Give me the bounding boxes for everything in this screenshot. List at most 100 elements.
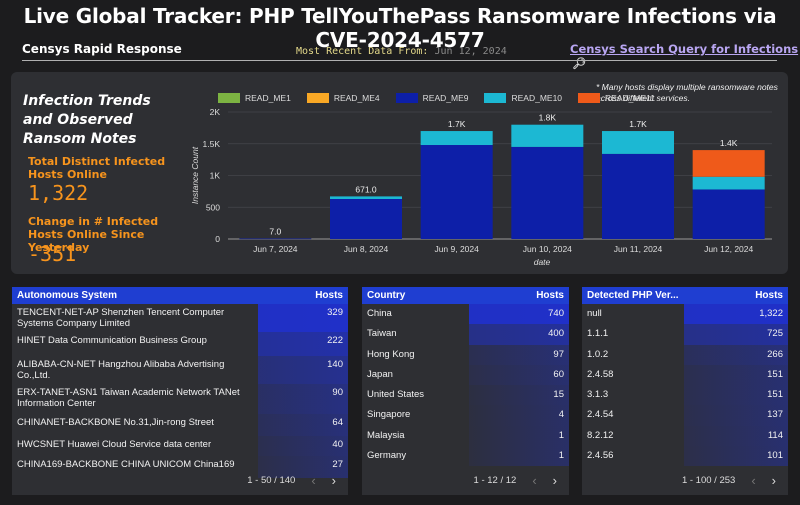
table-row[interactable]: TENCENT-NET-AP Shenzhen Tencent Computer… — [12, 304, 348, 332]
row-name: Germany — [367, 450, 407, 462]
header-hosts-label[interactable]: Hosts — [315, 290, 343, 301]
table-row[interactable]: 8.2.12 114 — [582, 425, 788, 447]
header-name-label[interactable]: Country — [367, 290, 406, 301]
value-bar — [469, 446, 569, 467]
row-value: 151 — [767, 368, 783, 380]
country-table: Country Hosts China 740 Taiwan 400 Hong Kong 97… — [362, 287, 569, 495]
row-name: Taiwan — [367, 328, 397, 340]
value-bar — [469, 304, 569, 325]
bar-read_me9 — [692, 189, 765, 239]
y-tick-label: 1.5K — [203, 139, 221, 149]
x-tick-label: Jun 11, 2024 — [614, 244, 663, 254]
table-header: Detected PHP Ver... Hosts — [582, 287, 788, 304]
value-bar — [684, 446, 788, 467]
prev-page-icon[interactable]: ‹ — [532, 473, 537, 488]
table-row[interactable]: Japan 60 — [362, 364, 569, 386]
table-row[interactable]: 2.4.58 151 — [582, 364, 788, 386]
row-value: 90 — [332, 387, 343, 398]
recent-data-value: Jun 12, 2024 — [434, 46, 507, 57]
pagination-range: 1 - 50 / 140 — [247, 475, 296, 486]
legend-label: READ_ME4 — [333, 93, 380, 103]
table-row[interactable]: 1.1.1 725 — [582, 324, 788, 345]
prev-page-icon[interactable]: ‹ — [751, 473, 756, 488]
x-tick-label: Jun 12, 2024 — [704, 244, 753, 254]
table-row[interactable]: China 740 — [362, 304, 569, 325]
row-value: 137 — [767, 409, 783, 421]
row-value: 740 — [548, 308, 564, 319]
row-name: ALIBABA-CN-NET Hangzhou Alibaba Advertis… — [17, 359, 225, 381]
next-page-icon[interactable]: › — [331, 473, 336, 488]
table-row[interactable]: ERX-TANET-ASN1 Taiwan Academic Network T… — [12, 384, 348, 414]
page-title: Live Global Tracker: PHP TellYouThePass … — [23, 4, 777, 52]
table-row[interactable]: Germany 1 — [362, 446, 569, 467]
row-value: 400 — [548, 328, 564, 340]
table-row[interactable]: 2.4.56 101 — [582, 446, 788, 467]
row-name: CHINA169-BACKBONE CHINA UNICOM China169 — [17, 459, 235, 470]
table-row[interactable]: null 1,322 — [582, 304, 788, 325]
row-value: 4 — [558, 409, 564, 421]
pagination: 1 - 50 / 140 ‹ › — [247, 473, 336, 488]
total-infected-label: Total Distinct Infected Hosts Online — [28, 155, 166, 181]
table-row[interactable]: HINET Data Communication Business Group 2… — [12, 332, 348, 356]
legend-swatch — [218, 93, 240, 103]
table-row[interactable]: 1.0.2 266 — [582, 344, 788, 365]
legend-item-read_me11[interactable]: READ_ME11 — [578, 93, 655, 103]
bar-total-label: 1.7K — [448, 119, 466, 129]
table-row[interactable]: 2.4.54 137 — [582, 405, 788, 426]
row-value: 40 — [332, 439, 343, 450]
legend-item-read_me9[interactable]: READ_ME9 — [395, 93, 468, 103]
table-row[interactable]: Hong Kong 97 — [362, 344, 569, 365]
header-hosts-label[interactable]: Hosts — [755, 290, 783, 301]
value-bar — [258, 356, 348, 384]
value-bar — [469, 405, 569, 426]
row-value: 27 — [332, 459, 343, 470]
header-name-label[interactable]: Detected PHP Ver... — [587, 290, 679, 301]
table-row[interactable]: United States 15 — [362, 385, 569, 406]
bar-total-label: 1.8K — [539, 113, 557, 123]
bar-read_me10 — [602, 131, 674, 154]
row-name: 3.1.3 — [587, 389, 609, 401]
table-row[interactable]: CHINA169-BACKBONE CHINA UNICOM China169 2… — [12, 456, 348, 478]
table-row[interactable]: HWCSNET Huawei Cloud Service data center… — [12, 436, 348, 456]
pagination: 1 - 12 / 12 ‹ › — [474, 473, 557, 488]
value-bar — [258, 436, 348, 456]
row-name: China — [367, 308, 392, 319]
value-bar — [469, 425, 569, 447]
table-row[interactable]: Malaysia 1 — [362, 425, 569, 447]
x-tick-label: Jun 8, 2024 — [344, 244, 389, 254]
value-bar — [684, 324, 788, 345]
recent-data: Most Recent Data From: Jun 12, 2024 — [296, 46, 507, 57]
recent-data-label: Most Recent Data From: — [296, 46, 429, 57]
header-name-label[interactable]: Autonomous System — [17, 290, 118, 301]
y-axis-label: Instance Count — [190, 146, 200, 204]
panel-title: Infection Trends and Observed Ransom Not… — [23, 93, 151, 147]
value-bar — [684, 405, 788, 426]
legend-item-read_me10[interactable]: READ_ME10 — [484, 93, 562, 103]
censys-query-link-label[interactable]: Censys Search Query for Infections — [570, 42, 799, 56]
bar-read_me10 — [330, 196, 402, 199]
value-bar — [258, 384, 348, 414]
row-value: 1 — [558, 450, 564, 462]
legend-label: READ_ME11 — [605, 93, 655, 103]
table-row[interactable]: ALIBABA-CN-NET Hangzhou Alibaba Advertis… — [12, 356, 348, 384]
next-page-icon[interactable]: › — [552, 473, 557, 488]
row-name: 2.4.58 — [587, 368, 614, 380]
row-name: null — [587, 308, 602, 319]
y-tick-label: 500 — [206, 202, 220, 212]
table-row[interactable]: Taiwan 400 — [362, 324, 569, 345]
value-bar — [684, 304, 788, 325]
table-row[interactable]: CHINANET-BACKBONE No.31,Jin-rong Street 6… — [12, 414, 348, 436]
table-row[interactable]: Singapore 4 — [362, 405, 569, 426]
bar-read_me10 — [692, 176, 765, 190]
row-name: 1.0.2 — [587, 348, 609, 360]
prev-page-icon[interactable]: ‹ — [311, 473, 316, 488]
header-hosts-label[interactable]: Hosts — [536, 290, 564, 301]
legend-item-read_me4[interactable]: READ_ME4 — [306, 93, 380, 103]
legend-item-read_me1[interactable]: READ_ME1 — [218, 93, 291, 103]
row-value: 151 — [767, 389, 783, 401]
table-row[interactable]: 3.1.3 151 — [582, 385, 788, 406]
y-tick-label: 0 — [215, 234, 220, 244]
next-page-icon[interactable]: › — [771, 473, 776, 488]
bar-read_me9 — [239, 238, 312, 240]
